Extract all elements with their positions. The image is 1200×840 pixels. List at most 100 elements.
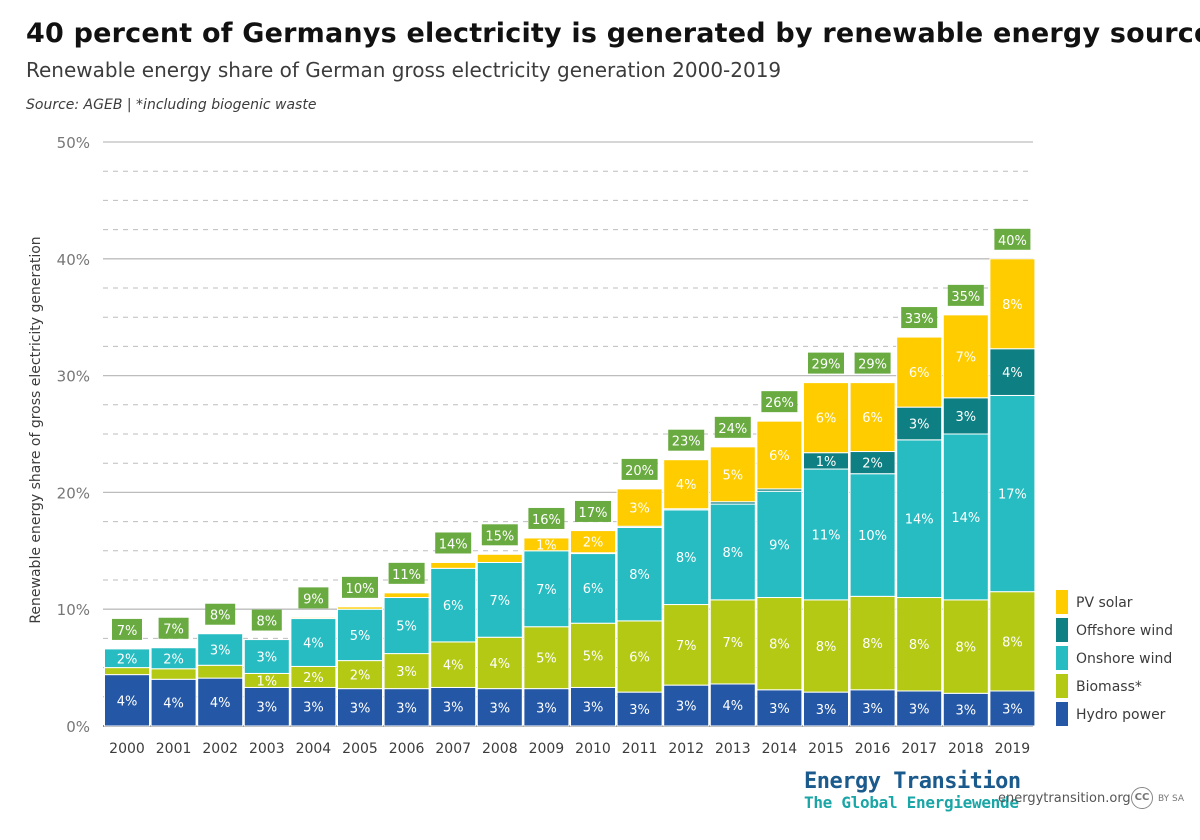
total-badge [714,416,751,438]
bar-group-2006: 3% 3% 5% 11% [383,562,430,727]
bar-group-2016: 3% 8% 10% 2% 6% 29% [849,352,896,727]
legend-label: Onshore wind [1076,651,1172,667]
segment-label: 3% [489,701,510,716]
footer-url[interactable]: energytransition.org [998,791,1131,806]
segment-label: 6% [816,412,837,427]
total-label: 10% [346,582,375,597]
bar-segment-biomass [476,636,523,690]
x-tick-label: 2012 [668,741,704,757]
segment-label: 10% [858,529,887,544]
total-badge [994,228,1031,250]
segment-label: 2% [583,536,604,551]
bar-segment-hydro [803,691,849,727]
segment-label: 4% [117,694,138,709]
bar-segment-onshore [430,567,477,643]
x-tick-label: 2000 [109,741,145,757]
license-text: BY SA [1158,794,1185,804]
bar-segment-onshore [942,433,989,601]
segment-label: 2% [303,671,324,686]
total-badge [251,609,282,631]
bar-segment-onshore [523,550,570,628]
segment-label: 3% [909,702,930,717]
segment-label: 6% [909,366,930,381]
total-label: 35% [951,290,980,305]
bar-segment-onshore [663,509,710,606]
x-tick-label: 2010 [575,741,611,757]
segment-label: 3% [955,410,976,425]
x-tick-label: 2014 [762,741,798,757]
segment-label: 4% [676,478,697,493]
bar-segment-onshore [197,633,244,666]
segment-label: 7% [722,636,743,651]
x-tick-label: 2009 [529,741,565,757]
total-label: 7% [163,623,184,638]
x-tick-label: 2006 [389,741,425,757]
bar-segment-hydro [663,684,710,727]
bar-group-2005: 3% 2% 5% 10% [337,576,383,727]
total-badge [947,284,984,306]
bar-segment-onshore [616,526,663,622]
total-label: 29% [812,358,841,373]
bars: 4% 2% 7% 4% 2% 7% 4% 3% 8% 3% 1% 3% 8% 3% 2% 4% 9% 3% 2% 5%… [104,228,1036,727]
x-tick-label: 2017 [901,741,937,757]
bar-segment-hydro [756,689,803,727]
y-tick-label: 0% [66,718,90,736]
bar-segment-biomass [896,597,943,692]
y-axis-label: Renewable energy share of gross electric… [28,236,44,623]
y-tick-label: 50% [57,134,90,152]
segment-label: 3% [536,701,557,716]
bar-segment-onshore [803,468,849,601]
bar-segment-biomass [756,597,803,691]
segment-label: 5% [396,620,417,635]
bar-segment-biomass [663,604,710,686]
segment-label: 5% [583,649,604,664]
segment-label: 5% [722,468,743,483]
bar-group-2012: 3% 7% 8% 4% 23% [663,429,710,727]
segment-label: 8% [1002,635,1023,650]
segment-label: 8% [676,551,697,566]
total-badge [481,524,518,546]
segment-label: 2% [862,457,883,472]
segment-label: 3% [210,643,231,658]
segment-label: 8% [722,546,743,561]
segment-label: 3% [350,701,371,716]
legend-label: Offshore wind [1076,623,1173,639]
bar-segment-biomass [523,626,570,690]
segment-label: 4% [303,636,324,651]
y-tick-label: 30% [57,368,90,386]
y-tick-label: 40% [57,251,90,269]
total-label: 26% [765,396,794,411]
x-tick-label: 2002 [202,741,238,757]
segment-label: 8% [1002,298,1023,313]
segment-label: 6% [862,411,883,426]
total-label: 16% [532,513,561,528]
total-badge [808,352,844,374]
bar-segment-solar [896,336,943,408]
bar-segment-solar [290,616,337,620]
bar-segment-solar [616,488,663,527]
segment-label: 3% [769,702,790,717]
legend-swatch-onshore [1056,646,1068,670]
segment-label: 2% [163,652,184,667]
y-tick-label: 20% [57,484,90,502]
bar-segment-solar [942,314,989,399]
segment-label: 4% [210,696,231,711]
bar-segment-solar [663,459,710,510]
segment-label: 7% [489,594,510,609]
total-label: 9% [303,592,324,607]
segment-label: 3% [816,703,837,718]
segment-label: 1% [536,538,557,553]
bar-segment-hydro [290,686,337,727]
total-label: 7% [117,624,138,639]
total-badge [205,603,236,625]
x-tick-label: 2003 [249,741,285,757]
legend-swatch-hydro [1056,702,1068,726]
bar-segment-onshore [849,473,896,597]
segment-label: 14% [951,511,980,526]
brand-logo: Energy Transition The Global Energiewend… [804,769,1021,812]
total-badge [342,576,378,598]
segment-label: 2% [117,652,138,667]
segment-label: 11% [812,528,841,543]
segment-label: 7% [676,639,697,654]
